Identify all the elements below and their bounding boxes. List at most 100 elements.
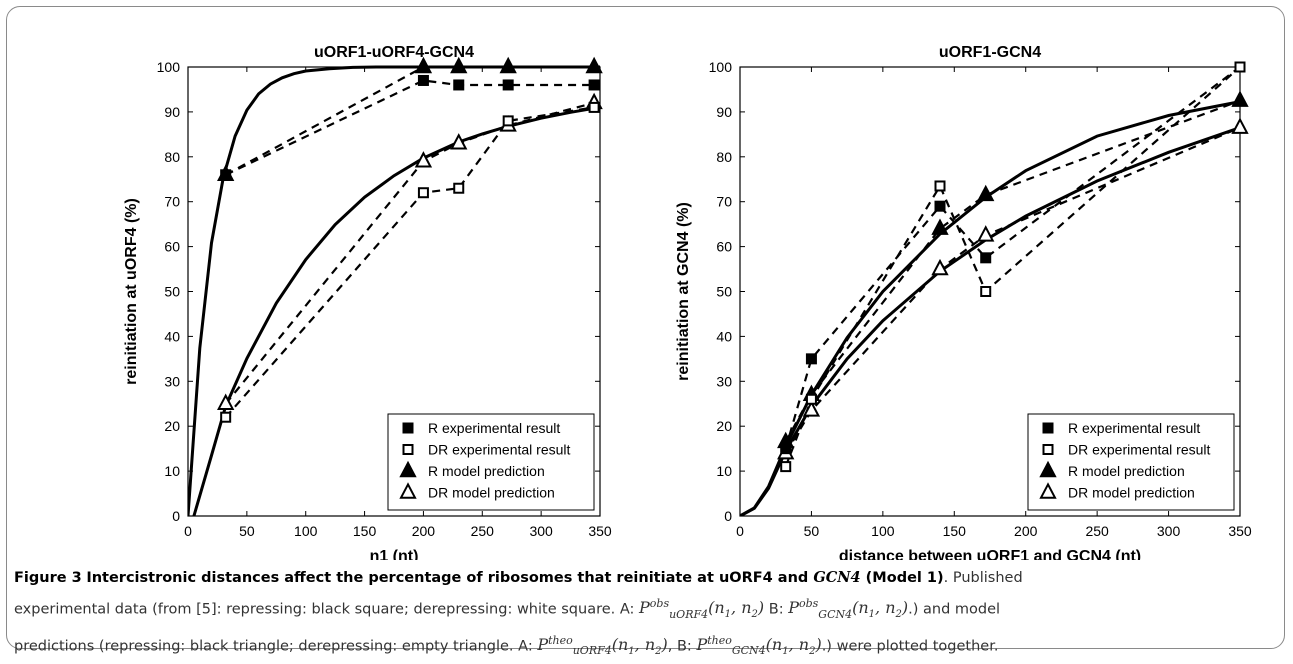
x-tick-label: 250: [471, 523, 495, 539]
y-ticks: 0 10 20 30 40 50 60 70 80 90 100: [157, 59, 600, 524]
data-point-r-model-prediction: [931, 218, 949, 235]
y-tick-label: 40: [716, 328, 732, 344]
y-tick-label: 20: [716, 418, 732, 434]
legend-label-r-model-prediction: R model prediction: [1068, 463, 1185, 479]
x-tick-label: 0: [736, 523, 744, 539]
formula-b-obs: PobsGCN4(n1, n2): [788, 597, 909, 621]
series-points-r-experimental-result: [220, 74, 600, 181]
caption-line3-start: predictions (repressing: black triangle;…: [14, 637, 538, 654]
x-tick-label: 50: [239, 523, 255, 539]
data-point-r-model-prediction: [414, 56, 433, 74]
chart-right: 0 50 100 150 200 250 300 350 0 10 20 30 40 50 60 70 80 90…: [675, 44, 1252, 560]
formula-a-obs: PobsuORF4(n1, n2): [639, 597, 765, 621]
legend-label-r-experimental-result: R experimental result: [1068, 420, 1200, 436]
y-axis-label: reinitiation at GCN4 (%): [675, 202, 692, 381]
data-point-dr-experimental-result: [1234, 61, 1246, 73]
data-point-r-model-prediction: [1231, 90, 1249, 107]
y-tick-label: 90: [716, 104, 732, 120]
data-point-dr-model-prediction: [414, 151, 433, 168]
formula-b-theo: PtheoGCN4(n1, n2): [696, 633, 822, 658]
x-axis-label: distance between uORF1 and GCN4 (nt): [839, 548, 1141, 560]
data-point-dr-experimental-result: [934, 180, 946, 192]
x-tick-label: 300: [529, 523, 553, 539]
caption-sep-b2: , B:: [667, 637, 697, 654]
legend: R experimental result DR experimental res…: [387, 413, 595, 511]
y-tick-label: 0: [172, 508, 180, 524]
data-point-r-experimental-result: [220, 169, 232, 181]
y-tick-label: 30: [164, 373, 180, 389]
x-tick-label: 350: [588, 523, 612, 539]
legend-label-dr-model-prediction: DR model prediction: [428, 485, 555, 501]
figure-frame: [6, 6, 1285, 649]
x-tick-label: 250: [1085, 523, 1109, 539]
chart-left: 0 50 100 150 200 250 300 350 0 10 20 30 40 50 60 70 80 90…: [123, 44, 612, 560]
y-tick-label: 60: [716, 239, 732, 255]
data-point-r-experimental-result: [780, 443, 792, 455]
y-tick-label: 100: [157, 59, 181, 75]
y-tick-label: 80: [716, 149, 732, 165]
y-tick-label: 80: [164, 149, 180, 165]
data-point-dr-experimental-result: [980, 286, 992, 297]
caption-title-part2: (Model 1): [860, 570, 944, 586]
legend-label-dr-experimental-result: DR experimental result: [428, 442, 570, 458]
series-points-dr-model-prediction: [217, 92, 603, 410]
x-tick-label: 200: [412, 523, 436, 539]
data-point-r-experimental-result: [502, 79, 514, 91]
legend-marker-r-experimental-result: [1042, 422, 1054, 434]
model-curve-dr-model-prediction: [740, 126, 1241, 516]
data-point-r-model-prediction: [499, 56, 517, 74]
series-line-r-model-prediction: [784, 99, 1241, 443]
model-curve-dr-model-prediction: [192, 106, 595, 516]
x-tick-label: 100: [871, 523, 895, 539]
legend-label-dr-experimental-result: DR experimental result: [1068, 442, 1210, 458]
x-tick-label: 0: [184, 523, 192, 539]
caption-line3-tail: .) were plotted together.: [821, 637, 999, 654]
legend-marker-dr-experimental-result: [402, 444, 414, 455]
y-tick-label: 70: [164, 194, 180, 210]
legend-marker-dr-experimental-result: [1042, 444, 1054, 455]
chart-title: uORF1-uORF4-GCN4: [314, 44, 474, 61]
y-tick-label: 60: [164, 239, 180, 255]
data-point-r-model-prediction: [977, 184, 995, 202]
y-tick-label: 90: [164, 104, 180, 120]
legend-marker-dr-model-prediction: [399, 482, 417, 499]
series-points-dr-model-prediction: [777, 117, 1249, 460]
x-ticks: 0 50 100 150 200 250 300 350: [184, 67, 612, 539]
figure-caption: Figure 3 Intercistronic distances affect…: [14, 565, 1279, 664]
y-axis-label: reinitiation at uORF4 (%): [123, 198, 140, 385]
caption-line1-rest: experimental data (from [5]: repressing:…: [14, 601, 640, 618]
y-ticks: 0 10 20 30 40 50 60 70 80 90 100: [709, 59, 1240, 524]
x-tick-label: 50: [804, 523, 820, 539]
series-points-r-model-prediction: [217, 56, 603, 181]
data-point-dr-model-prediction: [450, 133, 468, 150]
legend-box: [387, 413, 595, 511]
series-points-dr-experimental-result: [220, 101, 600, 423]
data-point-r-experimental-result: [417, 74, 429, 86]
caption-title-gene: GCN4: [813, 569, 861, 586]
data-point-r-model-prediction: [450, 56, 468, 74]
legend-label-r-experimental-result: R experimental result: [428, 420, 560, 436]
caption-sep-b1: B:: [764, 601, 789, 618]
data-point-dr-experimental-result: [588, 101, 600, 113]
series-line-r-experimental-result: [225, 79, 595, 176]
caption-title-end: . Published: [943, 570, 1023, 586]
data-point-r-experimental-result: [980, 252, 992, 264]
x-tick-label: 200: [1014, 523, 1038, 539]
data-point-dr-experimental-result: [780, 461, 792, 473]
data-point-r-experimental-result: [453, 79, 465, 91]
y-tick-label: 70: [716, 194, 732, 210]
legend-marker-r-model-prediction: [399, 460, 417, 478]
chart-title: uORF1-GCN4: [939, 44, 1041, 61]
series-points-r-model-prediction: [777, 90, 1249, 449]
data-point-dr-model-prediction: [931, 258, 949, 276]
series-line-dr-experimental-result: [224, 106, 595, 418]
y-tick-label: 0: [724, 508, 732, 524]
data-point-r-model-prediction: [585, 56, 603, 74]
data-point-dr-experimental-result: [805, 393, 817, 405]
legend-marker-r-model-prediction: [1039, 460, 1057, 478]
caption-line2-tail: .) and model: [908, 601, 1001, 618]
data-point-dr-model-prediction: [977, 225, 995, 242]
x-axis-label: n1 (nt): [370, 548, 419, 560]
caption-line-2: experimental data (from [5]: repressing:…: [14, 591, 1279, 628]
x-tick-label: 150: [353, 523, 377, 539]
